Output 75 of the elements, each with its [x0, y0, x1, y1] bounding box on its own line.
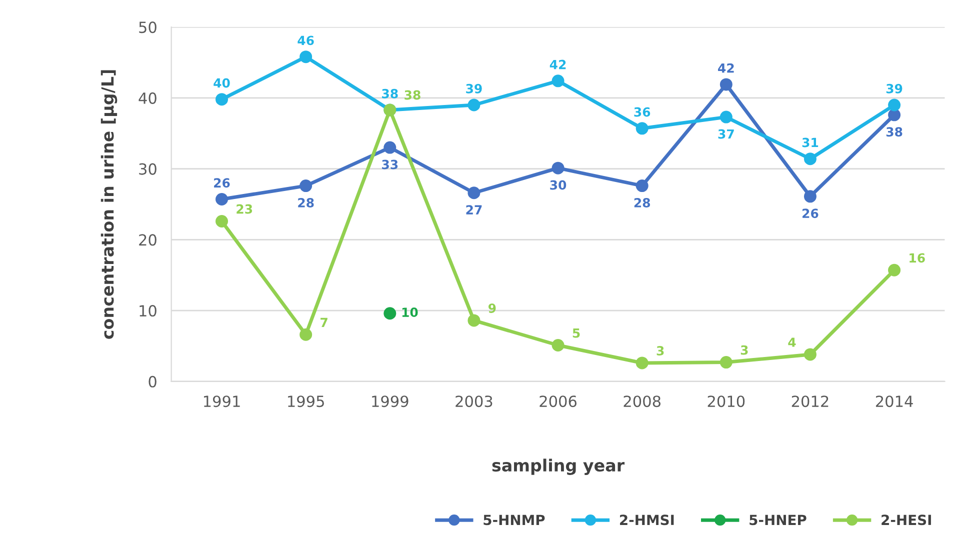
data-label: 28	[298, 198, 314, 208]
data-label: 46	[298, 36, 314, 46]
y-tick-label: 50	[139, 22, 156, 34]
data-label: 28	[634, 198, 650, 208]
point	[468, 314, 480, 327]
data-label: 3	[740, 345, 748, 355]
point	[384, 307, 396, 320]
data-label: 38	[382, 88, 398, 98]
legend-label: 5-HNMP	[484, 514, 545, 526]
point	[804, 348, 816, 361]
x-tick-label: 2006	[540, 396, 577, 408]
data-label: 33	[382, 160, 398, 170]
data-label: 37	[718, 129, 734, 139]
y-tick-label: 40	[138, 92, 156, 104]
point	[300, 50, 312, 64]
x-tick-label: 2008	[624, 396, 660, 408]
x-tick-label: 1999	[372, 396, 408, 408]
point	[468, 98, 480, 112]
point	[888, 264, 901, 276]
data-label: 16	[910, 253, 925, 263]
x-tick-label: 2014	[876, 396, 913, 408]
point	[804, 190, 816, 203]
data-label: 27	[466, 205, 482, 214]
data-label: 4	[788, 338, 796, 347]
x-tick-label: 2012	[792, 396, 828, 408]
legend-label: 2-HESI	[882, 514, 931, 526]
point	[468, 186, 480, 200]
y-tick-label: 10	[140, 305, 156, 317]
y-tick-label: 0	[148, 376, 156, 388]
data-label: 3	[656, 346, 664, 356]
data-label: 42	[550, 60, 566, 70]
data-label: 31	[802, 138, 818, 148]
data-label: 39	[466, 84, 482, 94]
y-axis-title: concentration in urine [µg/L]	[100, 70, 118, 339]
data-label: 26	[802, 208, 818, 218]
point	[300, 180, 312, 192]
data-label: 26	[214, 178, 230, 188]
data-label: 7	[320, 318, 328, 327]
x-tick-label: 1995	[288, 396, 324, 408]
data-label: 39	[886, 84, 902, 94]
point	[300, 328, 312, 341]
x-tick-label: 2003	[456, 396, 492, 408]
x-tick-label: 1991	[204, 396, 240, 408]
y-tick-label: 20	[139, 234, 156, 246]
point	[384, 141, 396, 154]
point	[216, 193, 228, 206]
point	[216, 214, 228, 228]
point	[552, 162, 564, 174]
point	[636, 356, 648, 370]
x-tick-label: 2010	[708, 396, 745, 408]
point	[552, 339, 564, 352]
data-label: 9	[488, 304, 496, 313]
data-label: 42	[718, 63, 734, 73]
point	[720, 356, 732, 369]
data-label: 23	[236, 204, 252, 214]
point	[720, 110, 732, 124]
point	[888, 98, 901, 112]
data-label: 30	[550, 180, 566, 190]
data-label: 40	[214, 78, 230, 88]
data-label: 36	[634, 107, 650, 117]
legend-label: 5-HNEP	[750, 514, 806, 526]
data-label: 5	[572, 328, 580, 338]
x-axis-title: sampling year	[492, 458, 625, 475]
point	[636, 122, 648, 135]
point	[552, 74, 564, 88]
point	[216, 93, 228, 106]
point	[888, 108, 901, 122]
data-label: 10	[402, 308, 418, 317]
point	[804, 152, 816, 166]
legend-label: 2-HMSI	[620, 514, 674, 526]
data-label: 38	[886, 127, 902, 137]
point	[720, 78, 732, 91]
point	[636, 180, 648, 192]
data-label: 38	[404, 90, 420, 100]
y-tick-label: 30	[139, 163, 156, 175]
